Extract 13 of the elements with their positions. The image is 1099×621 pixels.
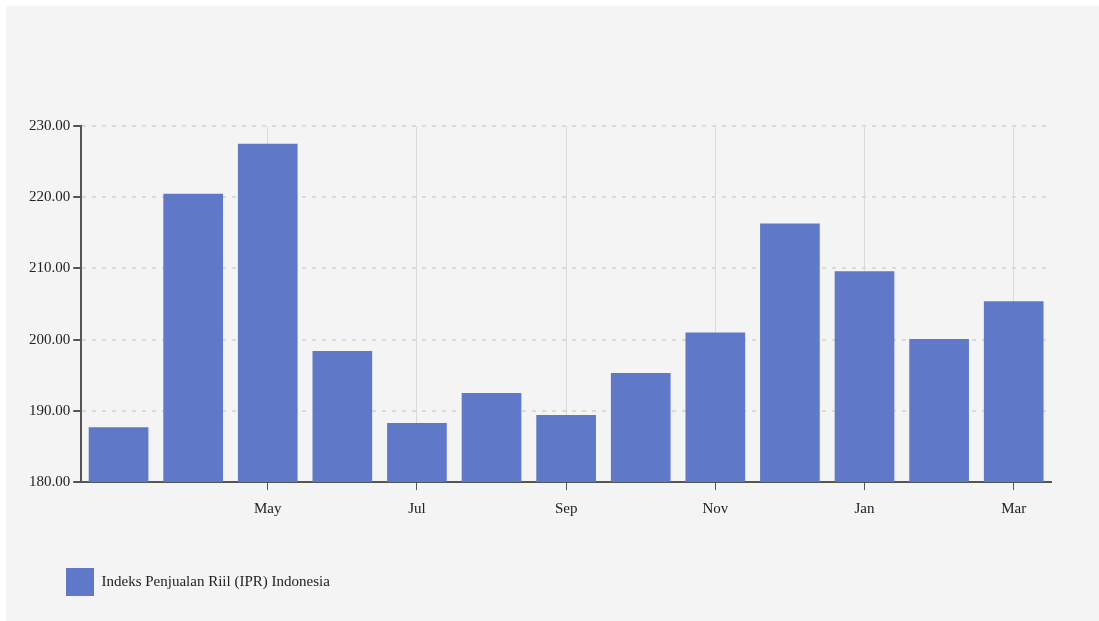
legend-label: Indeks Penjualan Riil (IPR) Indonesia: [101, 572, 331, 590]
y-tick-label: 190.00: [29, 401, 71, 418]
x-tick-label: Sep: [554, 499, 578, 516]
y-tick-label: 210.00: [29, 259, 71, 276]
x-tick-label: Jul: [408, 499, 426, 516]
y-tick-label: 180.00: [29, 472, 71, 489]
x-tick-label: May: [253, 499, 282, 516]
y-tick-label: 200.00: [29, 330, 71, 347]
y-tick-label: 230.00: [29, 116, 71, 133]
x-tick-label: Nov: [702, 499, 729, 516]
y-tick-label: 220.00: [29, 188, 71, 205]
x-tick-label: Mar: [1001, 499, 1027, 516]
x-tick-label: Jan: [854, 499, 875, 516]
